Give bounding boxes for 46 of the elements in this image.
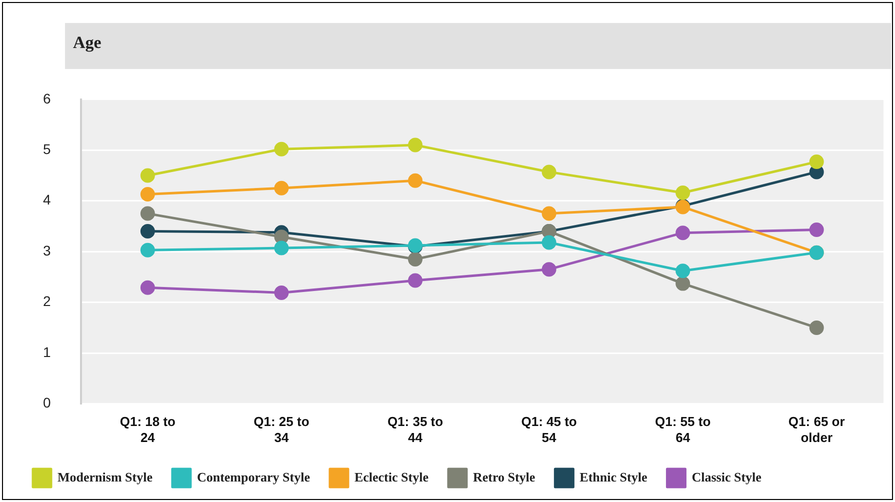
y-tick-label: 3 [42,242,51,258]
x-tick-label: Q1: 65 or older [788,414,845,445]
point [274,230,289,244]
point [542,262,556,277]
y-tick-label: 2 [42,293,51,310]
point [140,187,155,202]
point [140,168,155,183]
x-tick-label: Q1: 45 to 54 [521,414,577,445]
point [408,173,422,188]
legend-label: Ethnic Style [580,469,648,484]
point [274,180,289,196]
y-tick-label: 1 [42,344,51,360]
point [274,240,289,256]
y-tick-label: 5 [42,140,51,157]
legend-label: Retro Style [472,469,536,484]
point [676,186,690,200]
point [809,222,824,238]
legend-label: Eclectic Style [354,469,429,484]
x-tick-label: Q1: 35 to 44 [387,414,444,445]
point [140,206,155,221]
point [408,252,422,266]
point [274,142,289,156]
point [542,206,556,221]
legend-label: Classic Style [692,469,762,484]
x-tick-label: Q1: 18 to 24 [120,414,176,445]
point [140,280,155,295]
y-tick-label: 4 [42,192,51,208]
point [676,226,690,240]
point [274,285,289,300]
x-tick-label: Q1: 25 to 34 [254,414,310,445]
legend-label: Modernism Style [58,469,153,484]
x-tick-label: Q1: 55 to 64 [655,414,711,445]
point [140,242,155,258]
point [809,154,824,170]
point [809,320,824,335]
point [542,235,556,250]
point [676,276,690,291]
chart-title: Age [65,23,891,69]
y-tick-label: 0 [42,394,51,411]
legend-label: Contemporary Style [196,469,310,484]
point [408,138,422,152]
point [542,164,556,180]
point [408,273,422,288]
point [140,224,155,239]
y-tick-label: 6 [42,90,51,106]
point [676,264,690,278]
